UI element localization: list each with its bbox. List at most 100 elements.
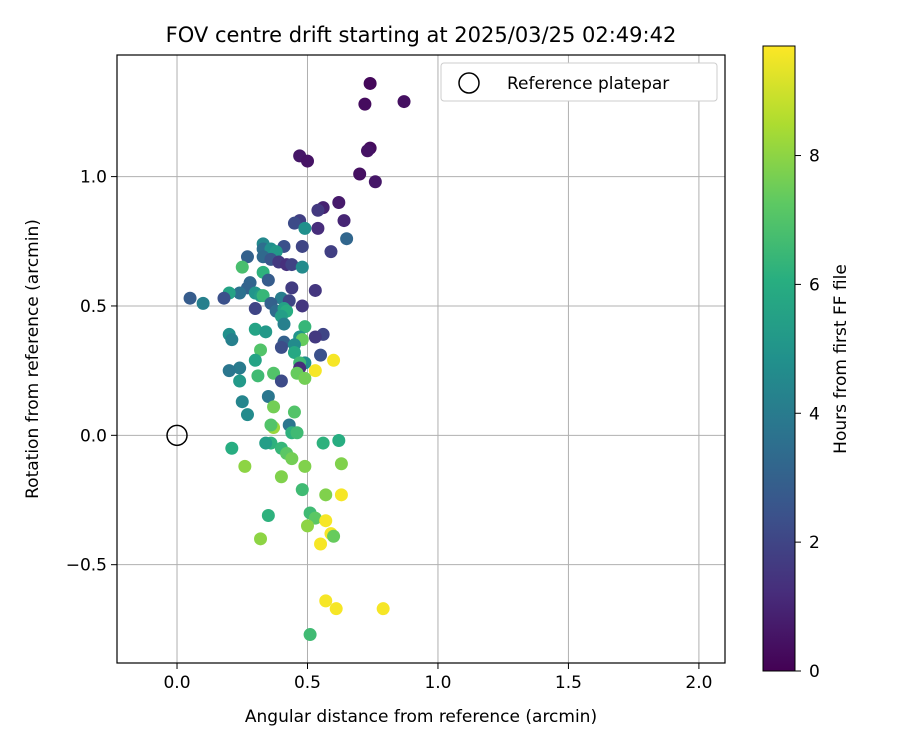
data-point: [308, 283, 322, 297]
data-point: [363, 76, 377, 90]
data-point: [397, 95, 411, 109]
plot-area: 0.0 0.5 1.0 1.5 2.0 −0.5 0.0 0.5 1.0: [66, 54, 726, 693]
data-point: [337, 214, 351, 228]
data-point: [259, 436, 273, 450]
data-point: [300, 154, 314, 168]
data-point: [196, 296, 210, 310]
data-point: [233, 374, 247, 388]
data-point: [274, 340, 288, 354]
colorbar: 0 2 4 6 8 Hours from first FF file: [762, 45, 851, 682]
colorbar-tick-label: 8: [809, 147, 820, 167]
data-point: [225, 441, 239, 455]
data-point: [295, 239, 309, 253]
data-point: [233, 286, 247, 300]
data-point: [324, 245, 338, 259]
legend-box: [440, 62, 718, 102]
data-points: [183, 76, 411, 642]
data-point: [353, 167, 367, 181]
data-point: [225, 333, 239, 347]
data-point: [235, 395, 249, 409]
data-point: [261, 390, 275, 404]
data-point: [285, 452, 299, 466]
data-point: [261, 273, 275, 287]
data-point: [298, 320, 312, 334]
data-point: [285, 258, 299, 272]
data-point: [319, 488, 333, 502]
data-point: [248, 322, 262, 336]
data-point: [217, 291, 231, 305]
data-point: [308, 330, 322, 344]
data-point: [295, 299, 309, 313]
data-point: [259, 325, 273, 339]
data-point: [340, 232, 354, 246]
data-point: [334, 457, 348, 471]
data-point: [329, 602, 343, 616]
data-point: [319, 514, 333, 528]
data-point: [314, 348, 328, 362]
x-tick-label: 1.5: [555, 673, 582, 693]
data-point: [274, 374, 288, 388]
y-tick-label: 0.5: [80, 297, 107, 317]
colorbar-tick-label: 0: [809, 662, 820, 682]
y-tick-label: −0.5: [66, 556, 107, 576]
y-axis-ticks: −0.5 0.0 0.5 1.0: [66, 168, 117, 576]
data-point: [298, 371, 312, 385]
chart-title: FOV centre drift starting at 2025/03/25 …: [166, 23, 677, 47]
data-point: [298, 221, 312, 235]
data-point: [233, 361, 247, 375]
data-point: [290, 426, 304, 440]
data-point: [254, 343, 268, 357]
x-tick-label: 2.0: [685, 673, 712, 693]
colorbar-label: Hours from first FF file: [831, 264, 851, 454]
data-point: [285, 281, 299, 295]
data-point: [238, 459, 252, 473]
data-point: [316, 436, 330, 450]
data-point: [332, 195, 346, 209]
data-point: [264, 418, 278, 432]
x-axis-ticks: 0.0 0.5 1.0 1.5 2.0: [163, 663, 712, 693]
y-tick-label: 1.0: [80, 168, 107, 188]
data-point: [319, 594, 333, 608]
data-point: [240, 250, 254, 264]
data-point: [248, 353, 262, 367]
data-point: [308, 364, 322, 378]
data-point: [358, 97, 372, 111]
data-point: [287, 405, 301, 419]
data-point: [361, 144, 375, 158]
data-point: [274, 470, 288, 484]
x-axis-label: Angular distance from reference (arcmin): [245, 707, 597, 727]
data-point: [287, 346, 301, 360]
data-point: [222, 364, 236, 378]
data-point: [300, 519, 314, 533]
data-point: [287, 216, 301, 230]
legend-label: Reference platepar: [507, 74, 669, 94]
x-tick-label: 0.0: [163, 673, 190, 693]
colorbar-ticks: 0 2 4 6 8: [795, 147, 820, 682]
x-tick-label: 1.0: [424, 673, 451, 693]
data-point: [311, 203, 325, 217]
plot-background: [117, 55, 725, 663]
plot-frame: [116, 54, 726, 664]
data-point: [376, 602, 390, 616]
reference-marker: [166, 424, 188, 447]
y-tick-label: 0.0: [80, 426, 107, 446]
legend-reference-marker: [458, 72, 480, 94]
data-point: [267, 400, 281, 414]
data-point: [183, 291, 197, 305]
data-point: [332, 433, 346, 447]
colorbar-tick-label: 4: [809, 404, 820, 424]
colorbar-gradient: [762, 45, 796, 672]
data-point: [295, 483, 309, 497]
legend: Reference platepar: [440, 62, 718, 102]
data-point: [327, 529, 341, 543]
colorbar-tick-label: 6: [809, 275, 820, 295]
data-point: [235, 260, 249, 274]
data-point: [334, 488, 348, 502]
x-tick-label: 0.5: [294, 673, 321, 693]
data-point: [368, 175, 382, 189]
data-point: [240, 408, 254, 422]
data-point: [298, 459, 312, 473]
data-point: [311, 221, 325, 235]
data-point: [303, 628, 317, 642]
